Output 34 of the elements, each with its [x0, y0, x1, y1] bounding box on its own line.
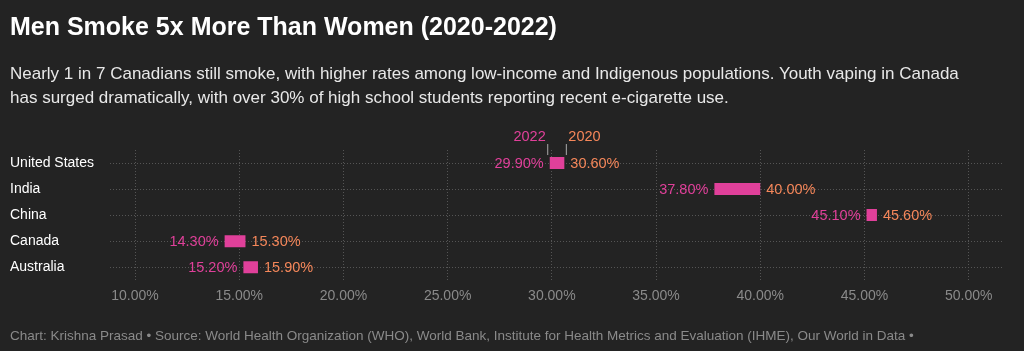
y-tick-label: United States	[10, 153, 95, 170]
chart-title: Men Smoke 5x More Than Women (2020-2022)	[10, 12, 557, 41]
annotation: 2022	[513, 128, 546, 145]
annotation: 40.00%	[766, 181, 816, 198]
annotation: 2020	[568, 128, 601, 145]
x-tick-label: 50.00%	[944, 287, 993, 304]
annotation: 45.10%	[811, 207, 861, 224]
bar	[714, 183, 761, 196]
x-tick-label: 20.00%	[319, 287, 368, 304]
x-tick-label: 40.00%	[736, 287, 784, 304]
bar	[866, 209, 877, 222]
y-tick-label: Australia	[10, 258, 65, 275]
annotation: 14.30%	[169, 233, 219, 250]
bar	[243, 261, 258, 274]
x-tick-label: 25.00%	[423, 287, 472, 304]
bar	[549, 157, 565, 170]
y-tick-label: India	[10, 179, 41, 196]
x-tick-label: 30.00%	[528, 287, 576, 304]
annotation: 15.20%	[188, 259, 238, 276]
x-tick-label: 10.00%	[111, 287, 159, 304]
annotation: 29.90%	[494, 155, 544, 172]
annotation: 37.80%	[659, 181, 709, 198]
x-tick-label: 15.00%	[215, 287, 263, 304]
chart-subtitle: Nearly 1 in 7 Canadians still smoke, with higher rates among low-income and Indigenous populations. Youth vaping in Canada has surged dramatically, with over 30% of high school students reporting recent e-cigarette use.	[10, 63, 960, 109]
annotation: 30.60%	[570, 155, 620, 172]
y-tick-label: China	[10, 205, 47, 222]
bar	[224, 235, 246, 248]
y-tick-label: Canada	[10, 232, 60, 248]
annotation: 45.60%	[882, 207, 933, 224]
annotation: 15.30%	[251, 233, 301, 250]
x-tick-label: 45.00%	[840, 287, 889, 304]
x-tick-label: 35.00%	[632, 287, 680, 304]
annotation: 15.90%	[263, 259, 314, 276]
text: Chart: Krishna Prasad • Source: World Health Organization (WHO), World Bank, Institute for Health Metrics and Evaluation (IHME), Our World in Data •	[10, 328, 914, 343]
